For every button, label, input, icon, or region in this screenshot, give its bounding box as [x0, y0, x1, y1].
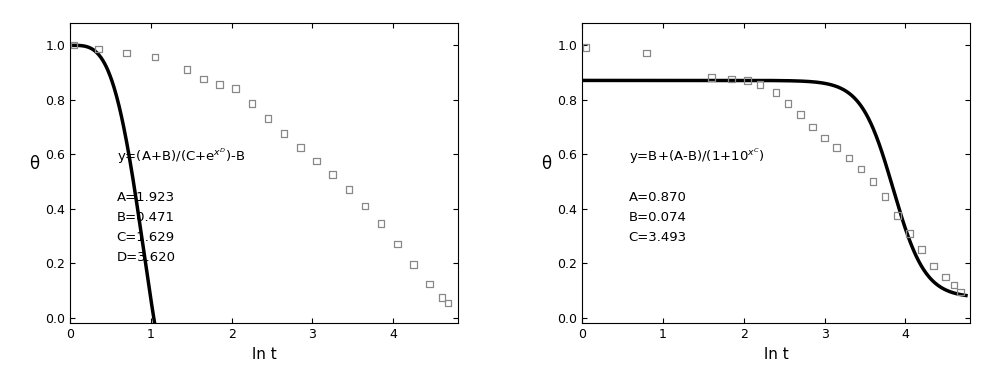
Point: [817, 135, 833, 141]
Text: A=0.870
B=0.074
C=3.493: A=0.870 B=0.074 C=3.493: [629, 191, 687, 244]
Point: [829, 144, 845, 151]
Point: [147, 54, 163, 60]
Point: [926, 263, 942, 269]
Point: [228, 85, 244, 92]
Point: [292, 144, 308, 151]
Point: [276, 131, 292, 137]
Point: [780, 100, 796, 107]
Point: [578, 45, 594, 51]
Point: [792, 112, 808, 118]
Point: [373, 221, 389, 227]
Point: [865, 178, 881, 184]
Point: [914, 247, 930, 253]
Point: [877, 193, 893, 199]
X-axis label: ln t: ln t: [764, 347, 788, 362]
Point: [440, 300, 456, 306]
Point: [901, 230, 917, 236]
Point: [341, 187, 357, 193]
Point: [308, 158, 324, 164]
Text: y=(A+B)/(C+e$^{x^D}$)-B: y=(A+B)/(C+e$^{x^D}$)-B: [117, 147, 245, 166]
Y-axis label: θ: θ: [29, 155, 39, 173]
Point: [119, 50, 135, 56]
Point: [938, 274, 954, 280]
Point: [422, 281, 438, 287]
Point: [804, 124, 820, 130]
X-axis label: ln t: ln t: [252, 347, 276, 362]
Text: y=B+(A-B)/(1+10$^{x^C}$): y=B+(A-B)/(1+10$^{x^C}$): [629, 147, 764, 166]
Point: [244, 100, 260, 107]
Point: [952, 289, 968, 295]
Point: [260, 116, 276, 122]
Point: [889, 213, 905, 219]
Text: A=1.923
B=0.471
C=1.629
D=3.620: A=1.923 B=0.471 C=1.629 D=3.620: [117, 191, 176, 264]
Point: [752, 82, 768, 88]
Point: [724, 76, 740, 82]
Point: [946, 282, 962, 288]
Point: [434, 295, 450, 301]
Point: [90, 46, 106, 52]
Point: [357, 203, 373, 209]
Point: [66, 42, 82, 48]
Point: [768, 90, 784, 96]
Point: [740, 77, 756, 84]
Point: [325, 172, 341, 178]
Point: [703, 75, 719, 81]
Point: [179, 67, 195, 73]
Point: [405, 262, 421, 268]
Point: [639, 50, 655, 56]
Point: [195, 76, 211, 82]
Y-axis label: θ: θ: [541, 155, 551, 173]
Point: [853, 166, 869, 172]
Point: [389, 241, 405, 247]
Point: [212, 82, 228, 88]
Point: [841, 155, 857, 161]
